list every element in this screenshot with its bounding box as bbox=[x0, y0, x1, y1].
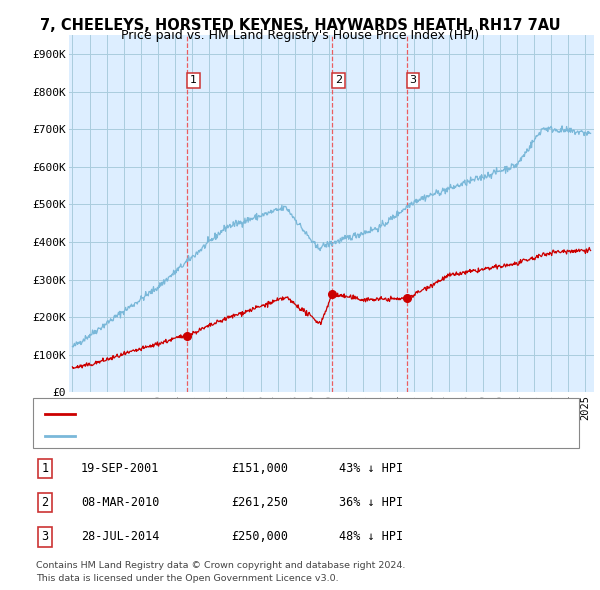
Text: HPI: Average price, detached house, Mid Sussex: HPI: Average price, detached house, Mid … bbox=[81, 431, 332, 441]
Text: 2: 2 bbox=[41, 496, 49, 509]
Text: 48% ↓ HPI: 48% ↓ HPI bbox=[339, 530, 403, 543]
Text: £151,000: £151,000 bbox=[231, 462, 288, 475]
Text: £261,250: £261,250 bbox=[231, 496, 288, 509]
Text: £250,000: £250,000 bbox=[231, 530, 288, 543]
Text: 3: 3 bbox=[410, 76, 416, 86]
Text: This data is licensed under the Open Government Licence v3.0.: This data is licensed under the Open Gov… bbox=[36, 574, 338, 583]
Text: 2: 2 bbox=[335, 76, 342, 86]
Text: 19-SEP-2001: 19-SEP-2001 bbox=[81, 462, 160, 475]
Text: 3: 3 bbox=[41, 530, 49, 543]
Text: 7, CHEELEYS, HORSTED KEYNES, HAYWARDS HEATH, RH17 7AU (detached house): 7, CHEELEYS, HORSTED KEYNES, HAYWARDS HE… bbox=[81, 409, 506, 418]
Text: 36% ↓ HPI: 36% ↓ HPI bbox=[339, 496, 403, 509]
Text: 08-MAR-2010: 08-MAR-2010 bbox=[81, 496, 160, 509]
Text: 28-JUL-2014: 28-JUL-2014 bbox=[81, 530, 160, 543]
Text: 7, CHEELEYS, HORSTED KEYNES, HAYWARDS HEATH, RH17 7AU: 7, CHEELEYS, HORSTED KEYNES, HAYWARDS HE… bbox=[40, 18, 560, 32]
Text: 1: 1 bbox=[41, 462, 49, 475]
Text: Contains HM Land Registry data © Crown copyright and database right 2024.: Contains HM Land Registry data © Crown c… bbox=[36, 561, 406, 570]
Text: Price paid vs. HM Land Registry's House Price Index (HPI): Price paid vs. HM Land Registry's House … bbox=[121, 30, 479, 42]
Text: 1: 1 bbox=[190, 76, 197, 86]
Text: 43% ↓ HPI: 43% ↓ HPI bbox=[339, 462, 403, 475]
